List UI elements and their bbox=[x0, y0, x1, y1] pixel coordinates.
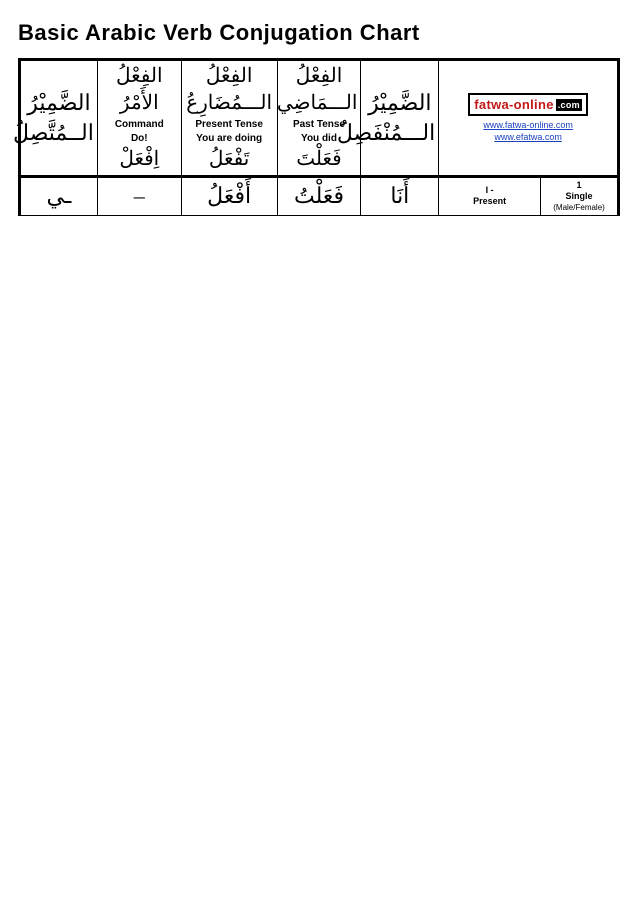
header-detached-ar2: الـــمُنْفَصِلُ bbox=[364, 118, 435, 148]
conjugation-table: الضَّمِيْرُ الــمُتَّصِلُ الفِعْلُ الأَم… bbox=[18, 58, 620, 216]
header-past-ar1: الفِعْلُ bbox=[281, 63, 358, 90]
brand-logo-suffix: .com bbox=[556, 99, 582, 111]
cell-command: – bbox=[97, 177, 181, 216]
brand-cell: fatwa-online‎.com www.fatwa-online.com w… bbox=[439, 60, 619, 177]
brand-logo-text: fatwa-online bbox=[474, 97, 553, 112]
header-command-en1: Command bbox=[101, 119, 178, 131]
cell-attached: ـي bbox=[20, 177, 98, 216]
header-present-en1: Present Tense bbox=[185, 119, 274, 131]
header-attached: الضَّمِيْرُ الــمُتَّصِلُ bbox=[20, 60, 98, 177]
header-present: الفِعْلُ الـــمُضَارِعُ Present Tense Yo… bbox=[181, 60, 277, 177]
header-command: الفِعْلُ الأَمْرُ Command Do! اِفْعَلْ bbox=[97, 60, 181, 177]
header-detached: الضَّمِيْرُ الـــمُنْفَصِلُ bbox=[361, 60, 439, 177]
header-attached-ar1: الضَّمِيْرُ bbox=[24, 88, 94, 118]
cell-detached: أَنَا bbox=[361, 177, 439, 216]
cell-present: أَفْعَلُ bbox=[181, 177, 277, 216]
header-present-ex: تَفْعَلُ bbox=[185, 146, 274, 173]
header-past-ex: فَعَلْتَ bbox=[281, 146, 358, 173]
header-attached-ar2: الــمُتَّصِلُ bbox=[24, 118, 94, 148]
cell-past: فَعَلْتُ bbox=[277, 177, 361, 216]
header-present-en2: You are doing bbox=[185, 133, 274, 145]
header-command-ar1: الفِعْلُ bbox=[101, 63, 178, 90]
page-title: Basic Arabic Verb Conjugation Chart bbox=[18, 20, 620, 46]
header-command-ar2: الأَمْرُ bbox=[101, 90, 178, 117]
header-row: الضَّمِيْرُ الــمُتَّصِلُ الفِعْلُ الأَم… bbox=[20, 60, 619, 177]
cell-person: I -Present bbox=[439, 177, 541, 216]
cell-number: 1Single(Male/Female) bbox=[541, 177, 619, 216]
header-present-ar2: الـــمُضَارِعُ bbox=[185, 90, 274, 117]
header-present-ar1: الفِعْلُ bbox=[185, 63, 274, 90]
brand-url-1[interactable]: www.fatwa-online.com bbox=[442, 120, 614, 132]
brand-url-2[interactable]: www.efatwa.com bbox=[442, 132, 614, 144]
brand-logo: fatwa-online‎.com bbox=[468, 93, 588, 116]
header-past-ar2: الـــمَاضِي bbox=[281, 90, 358, 117]
header-detached-ar1: الضَّمِيْرُ bbox=[364, 88, 435, 118]
header-command-en2: Do! bbox=[101, 133, 178, 145]
header-command-ex: اِفْعَلْ bbox=[101, 146, 178, 173]
table-row: ـي–أَفْعَلُفَعَلْتُأَنَاI -Present1Singl… bbox=[20, 177, 619, 216]
